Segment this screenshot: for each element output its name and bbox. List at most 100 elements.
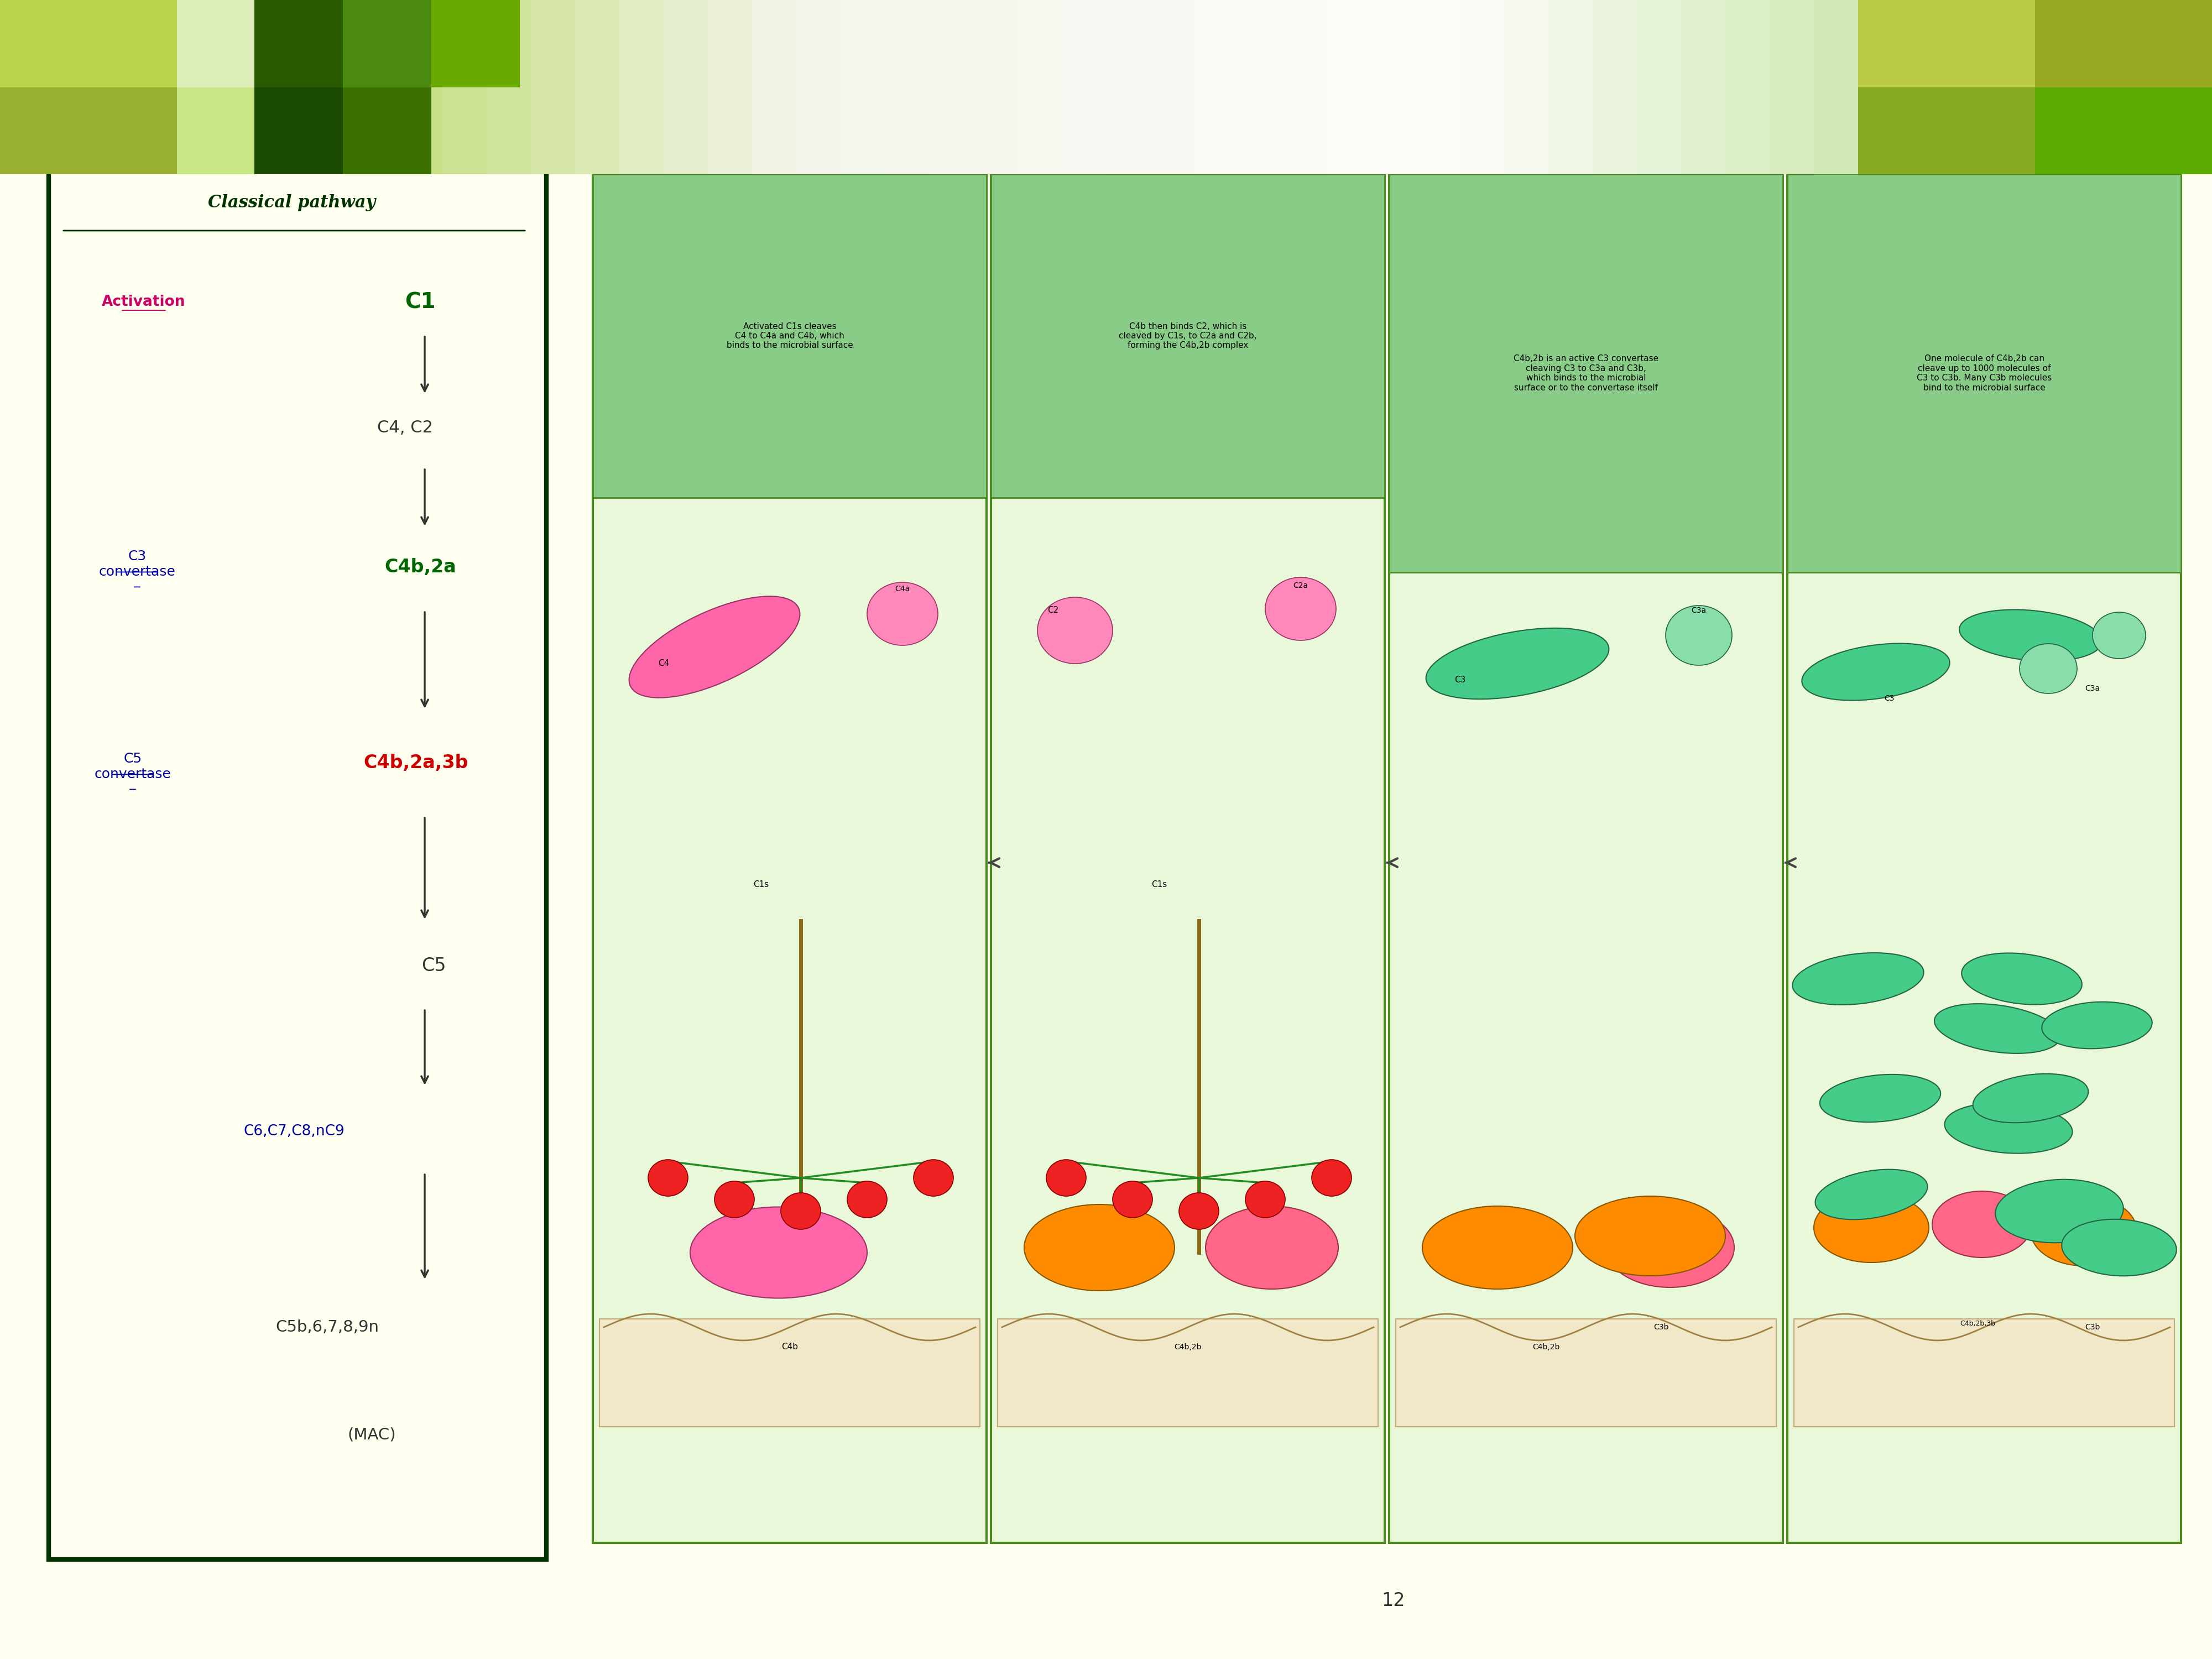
Bar (1062, 0, 1106, 174)
Bar (531, 0, 575, 174)
Text: C4b,2a: C4b,2a (385, 557, 456, 577)
Bar (1637, 0, 1681, 174)
Text: C6,C7,C8,nC9: C6,C7,C8,nC9 (243, 1125, 345, 1138)
Ellipse shape (1960, 609, 2101, 662)
Ellipse shape (1046, 1160, 1086, 1196)
Bar (1947, 0, 1991, 174)
Text: C3a: C3a (1692, 607, 1705, 614)
FancyBboxPatch shape (254, 0, 343, 86)
FancyBboxPatch shape (1396, 1319, 1776, 1427)
Ellipse shape (1820, 1075, 1940, 1121)
Ellipse shape (1575, 1196, 1725, 1276)
Ellipse shape (648, 1160, 688, 1196)
Text: C5
convertase: C5 convertase (95, 752, 170, 781)
Bar (708, 0, 752, 174)
Text: C3a: C3a (2086, 685, 2099, 692)
Ellipse shape (1814, 1193, 1929, 1262)
Ellipse shape (1803, 644, 1949, 700)
Ellipse shape (1816, 1170, 1927, 1219)
Text: C5b,6,7,8,9n: C5b,6,7,8,9n (276, 1319, 378, 1335)
Text: C1s: C1s (752, 879, 770, 889)
FancyBboxPatch shape (599, 1319, 980, 1427)
FancyBboxPatch shape (991, 174, 1385, 498)
Ellipse shape (1962, 952, 2081, 1005)
Ellipse shape (2031, 1196, 2137, 1266)
Bar (1018, 0, 1062, 174)
Bar (1902, 0, 1947, 174)
Ellipse shape (2062, 1219, 2177, 1276)
Bar (398, 0, 442, 174)
Bar (1416, 0, 1460, 174)
Bar (575, 0, 619, 174)
Text: C4b: C4b (781, 1344, 799, 1350)
Ellipse shape (2093, 612, 2146, 659)
Ellipse shape (1792, 952, 1924, 1005)
Bar (1991, 0, 2035, 174)
FancyBboxPatch shape (343, 0, 431, 86)
FancyBboxPatch shape (593, 174, 987, 1543)
Bar (487, 0, 531, 174)
Bar (2168, 0, 2212, 174)
FancyBboxPatch shape (0, 0, 177, 86)
FancyBboxPatch shape (177, 0, 332, 86)
Bar (664, 0, 708, 174)
Ellipse shape (1973, 1073, 2088, 1123)
Text: C3b: C3b (2086, 1324, 2099, 1331)
Bar (1593, 0, 1637, 174)
Bar (1770, 0, 1814, 174)
Ellipse shape (1427, 629, 1608, 698)
Bar (1239, 0, 1283, 174)
Bar (973, 0, 1018, 174)
Bar (1460, 0, 1504, 174)
FancyBboxPatch shape (998, 1319, 1378, 1427)
FancyBboxPatch shape (1858, 86, 2035, 174)
Bar (310, 0, 354, 174)
FancyBboxPatch shape (1389, 174, 1783, 1543)
Ellipse shape (847, 1181, 887, 1218)
FancyBboxPatch shape (1787, 174, 2181, 572)
Bar (221, 0, 265, 174)
Bar (1150, 0, 1194, 174)
Bar (929, 0, 973, 174)
Text: C4b,2b: C4b,2b (1175, 1344, 1201, 1350)
Bar (177, 0, 221, 174)
Ellipse shape (1024, 1204, 1175, 1291)
FancyBboxPatch shape (343, 86, 431, 174)
Ellipse shape (1113, 1181, 1152, 1218)
Bar (354, 0, 398, 174)
Bar (133, 0, 177, 174)
Bar (1725, 0, 1770, 174)
Ellipse shape (1312, 1160, 1352, 1196)
Bar (265, 0, 310, 174)
FancyBboxPatch shape (49, 158, 546, 1559)
Text: C4b,2b is an active C3 convertase
cleaving C3 to C3a and C3b,
which binds to the: C4b,2b is an active C3 convertase cleavi… (1513, 355, 1659, 392)
Ellipse shape (1666, 606, 1732, 665)
FancyBboxPatch shape (177, 86, 332, 174)
Text: Классический путь активации: Классический путь активации (1148, 90, 1639, 116)
Text: C3: C3 (1885, 695, 1893, 702)
Ellipse shape (1206, 1206, 1338, 1289)
Bar (1504, 0, 1548, 174)
Bar (1283, 0, 1327, 174)
Text: (MAC): (MAC) (347, 1427, 396, 1443)
FancyBboxPatch shape (254, 86, 343, 174)
Bar (1814, 0, 1858, 174)
Text: C4a: C4a (896, 586, 909, 592)
Ellipse shape (1944, 1103, 2073, 1153)
Ellipse shape (2020, 644, 2077, 693)
Ellipse shape (781, 1193, 821, 1229)
Bar (619, 0, 664, 174)
Text: Classical pathway: Classical pathway (208, 194, 376, 211)
FancyBboxPatch shape (1858, 0, 2035, 86)
Ellipse shape (628, 596, 801, 698)
FancyBboxPatch shape (1794, 1319, 2174, 1427)
Ellipse shape (1606, 1208, 1734, 1287)
Text: C3b: C3b (1655, 1324, 1668, 1331)
FancyBboxPatch shape (2035, 0, 2212, 86)
Bar (885, 0, 929, 174)
Bar (1194, 0, 1239, 174)
Bar (2079, 0, 2124, 174)
Bar (752, 0, 796, 174)
Text: C2a: C2a (1294, 582, 1307, 589)
Ellipse shape (914, 1160, 953, 1196)
